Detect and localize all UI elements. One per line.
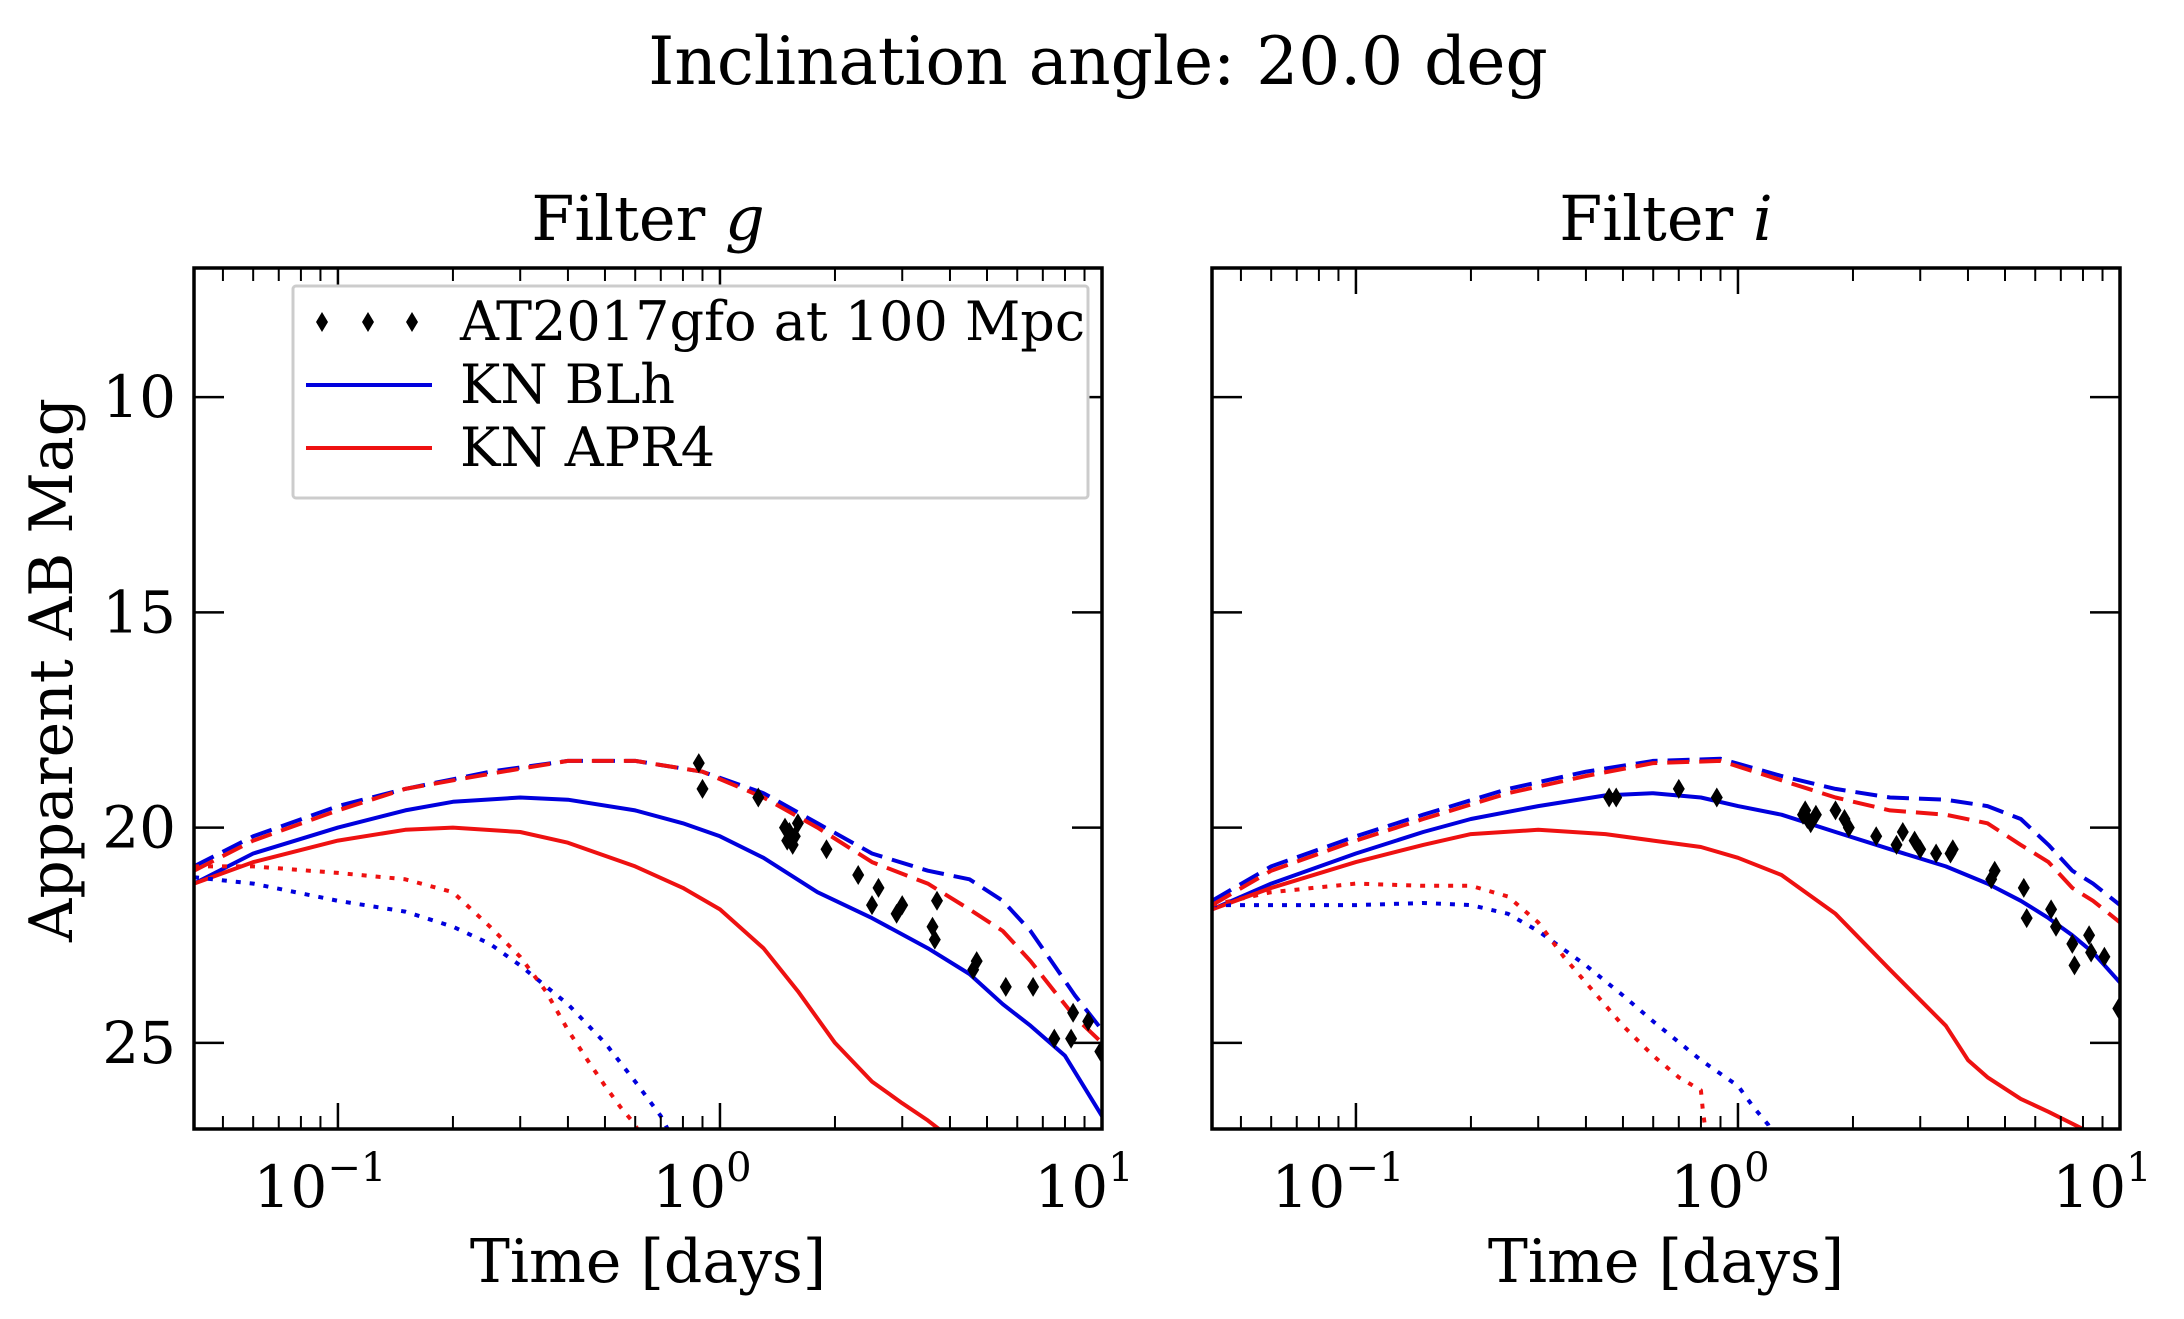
- observation-point: [1094, 1041, 1102, 1062]
- observation-point: [1930, 843, 1943, 864]
- observation-point: [2050, 916, 2062, 937]
- x-axis-label: Time [days]: [1488, 1227, 1844, 1297]
- legend-label: KN BLh: [460, 353, 675, 416]
- observation-point: [2112, 998, 2120, 1019]
- legend-label: KN APR4: [460, 416, 715, 479]
- observation-point: [1870, 826, 1883, 847]
- series-line-kn-apr4-dotted: [1212, 881, 1708, 1129]
- observation-point: [931, 890, 943, 911]
- series-line-kn-blh-solid: [194, 795, 1102, 1118]
- observation-point: [852, 865, 865, 885]
- observation-point: [1914, 839, 1927, 860]
- observation-point: [1672, 778, 1685, 799]
- observation-point: [791, 813, 804, 834]
- plot-area: [194, 753, 1102, 1129]
- observation-point: [866, 895, 878, 916]
- series-line-kn-blh-solid: [1212, 791, 2120, 984]
- observation-point: [1809, 804, 1822, 825]
- series-line-kn-apr4-solid: [1212, 827, 2088, 1129]
- panel-title: Filter i: [1559, 182, 1772, 255]
- legend-label: AT2017gfo at 100 Mpc: [459, 290, 1085, 353]
- observation-point: [696, 778, 709, 799]
- observation-point: [999, 976, 1012, 997]
- observation-point: [2083, 925, 2096, 946]
- observation-point: [752, 787, 765, 808]
- observation-point: [896, 895, 909, 916]
- legend-marker: [362, 312, 374, 332]
- panel-title: Filter g: [531, 182, 764, 255]
- panel-filter-g: 10−1 100 101 10 15 20 25 Filter g Time [days]: [102, 182, 1133, 1297]
- observation-point: [872, 877, 885, 898]
- series-line-kn-blh-dashed: [194, 758, 1102, 1032]
- observation-point: [2045, 899, 2058, 920]
- observation-point: [2098, 946, 2111, 967]
- observation-point: [1082, 1011, 1095, 1032]
- observation-point: [1603, 787, 1616, 808]
- series-line-kn-apr4-solid: [194, 825, 943, 1129]
- x-tick-label: 100: [1670, 1145, 1769, 1221]
- y-axis-label: Apparent AB Mag: [17, 398, 87, 943]
- observation-point: [1842, 817, 1855, 838]
- observation-point: [820, 839, 833, 860]
- x-tick-label: 101: [2052, 1145, 2151, 1221]
- observation-point: [1988, 860, 2001, 881]
- legend-marker: [406, 312, 418, 332]
- x-tick-label: 10−1: [254, 1145, 387, 1221]
- y-tick-label: 15: [102, 578, 176, 646]
- series-line-kn-apr4-dashed: [194, 758, 1102, 1045]
- observation-point: [970, 951, 983, 972]
- observation-point: [1065, 1028, 1078, 1049]
- x-tick-label: 100: [652, 1145, 751, 1221]
- series-line-kn-apr4-dashed: [1212, 758, 2120, 924]
- observation-point: [928, 929, 941, 950]
- observation-point: [2017, 877, 2030, 898]
- observation-point: [1067, 1002, 1080, 1023]
- observation-point: [2020, 908, 2033, 929]
- legend-marker: [316, 312, 328, 332]
- observation-point: [1946, 839, 1959, 860]
- plot-area: [1212, 756, 2120, 1129]
- observation-point: [1710, 787, 1723, 808]
- observation-point: [1890, 834, 1903, 855]
- observation-point: [692, 753, 705, 774]
- axes-frame: [192, 266, 1104, 1131]
- figure-suptitle: Inclination angle: 20.0 deg: [648, 23, 1547, 100]
- observation-point: [1896, 822, 1909, 842]
- legend-box: [291, 284, 1090, 500]
- series-line-kn-blh-dashed: [1212, 756, 2120, 907]
- observation-point: [1027, 976, 1040, 997]
- observation-point: [1048, 1028, 1061, 1049]
- series-line-kn-blh-dotted: [1212, 901, 1773, 1129]
- observation-point: [1829, 800, 1842, 821]
- axes-frame: [1210, 266, 2122, 1131]
- series-line-kn-blh-dotted: [194, 875, 670, 1129]
- x-tick-label: 101: [1034, 1145, 1133, 1221]
- x-tick-label: 10−1: [1272, 1145, 1405, 1221]
- observation-point: [1610, 787, 1623, 808]
- observation-point: [2068, 955, 2081, 976]
- x-axis-label: Time [days]: [470, 1227, 826, 1297]
- y-tick-label: 25: [102, 1009, 176, 1077]
- observation-point: [2085, 942, 2098, 963]
- panel-filter-i: 10−1 100 101 Filter i Time [days]: [1210, 182, 2152, 1297]
- y-tick-label: 20: [102, 794, 176, 862]
- observation-point: [2066, 933, 2079, 954]
- y-tick-label: 10: [102, 363, 176, 431]
- series-line-kn-apr4-dotted: [194, 864, 640, 1129]
